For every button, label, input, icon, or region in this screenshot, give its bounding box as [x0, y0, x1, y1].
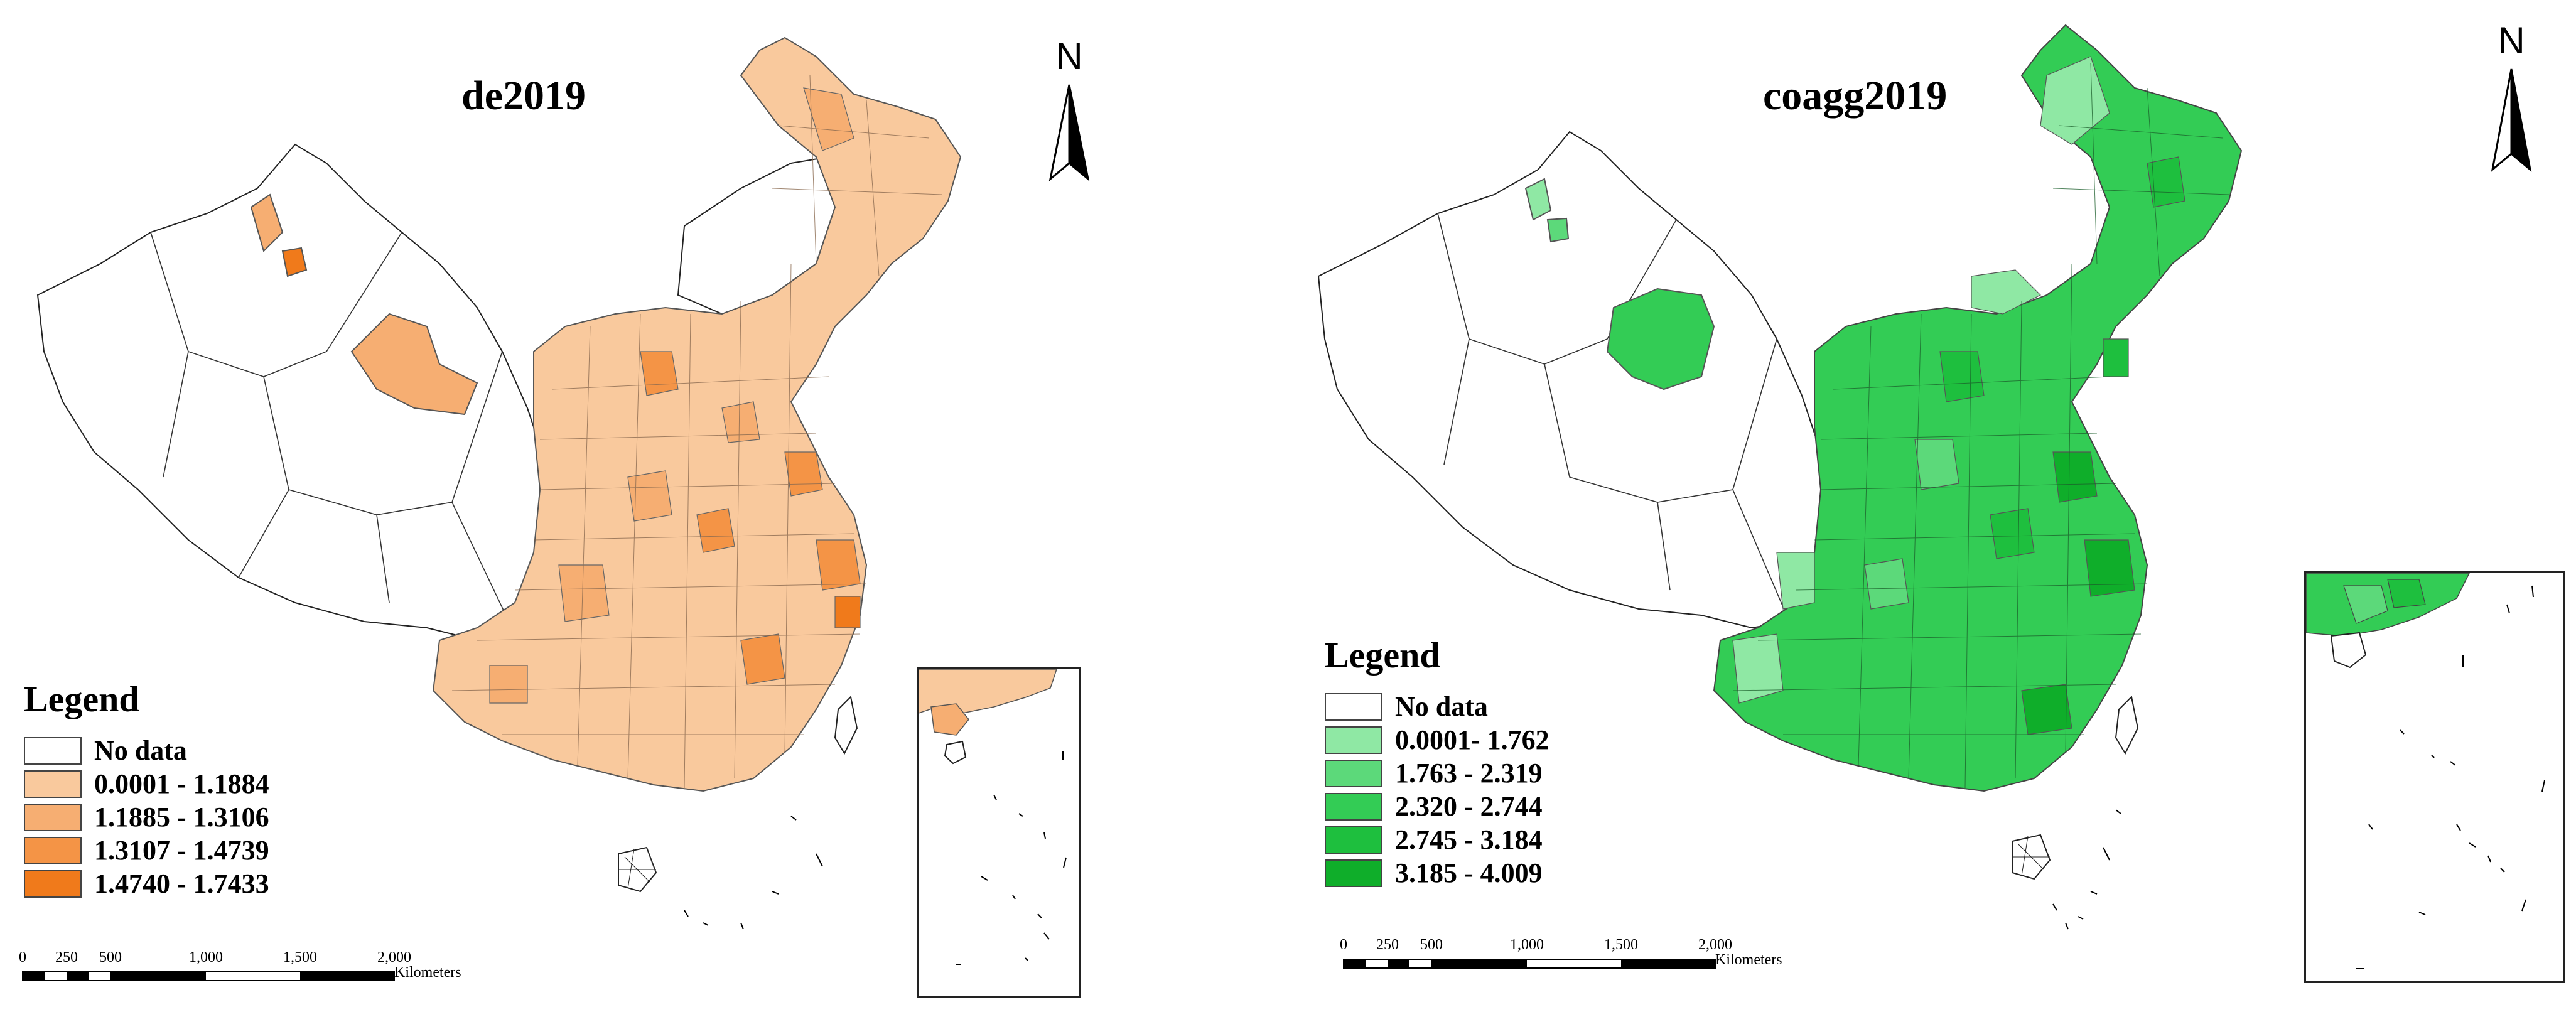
legend-title: Legend	[24, 679, 139, 719]
scale-tick: 1,000	[189, 949, 223, 966]
north-arrow-label: N	[1055, 35, 1083, 77]
legend-label: No data	[1395, 691, 1488, 722]
prefecture-borders-east	[1732, 62, 2229, 789]
legend-swatch	[1325, 692, 1382, 721]
legend-row: 1.763 - 2.319	[1325, 756, 1549, 790]
legend: Legend No data 0.0001- 1.762 1.763 - 2.3…	[1325, 634, 1549, 890]
china-map-de2019	[36, 36, 962, 930]
north-arrow-label: N	[2498, 19, 2525, 62]
scale-tick: 250	[55, 949, 78, 966]
scale-tick: 2,000	[1698, 937, 1732, 953]
region-data-xinjiang-dot	[1546, 217, 1570, 243]
scale-tick: 500	[1420, 937, 1443, 953]
region-data-gansu	[350, 313, 478, 416]
map-title: coagg2019	[1763, 73, 1948, 119]
islands	[2052, 809, 2121, 930]
prefecture-borders-east	[451, 75, 942, 789]
scale-bar: 0 250 500 1,000 1,500 2,000 Kilometers	[18, 949, 495, 1006]
hainan-borders	[618, 848, 656, 889]
map-panel-coagg2019: coagg2019 N Legend No data 0.0001- 1.762…	[1300, 0, 2576, 1012]
legend-row: 1.4740 - 1.7433	[24, 867, 269, 900]
legend-row: 0.0001- 1.762	[1325, 723, 1549, 756]
scale-bar-graphic	[22, 971, 395, 981]
map-panel-de2019: de2019 N Legend No data 0.0001 - 1.1884 …	[0, 0, 1275, 1012]
legend-swatch	[1325, 826, 1382, 854]
region-taiwan	[834, 695, 858, 755]
scale-unit: Kilometers	[1715, 952, 1782, 968]
legend-row: 3.185 - 4.009	[1325, 856, 1549, 890]
legend-swatch	[1325, 859, 1382, 887]
legend-row: No data	[24, 734, 269, 767]
legend-label: 2.745 - 3.184	[1395, 824, 1543, 855]
legend-row: 0.0001 - 1.1884	[24, 767, 269, 800]
region-no-data-west	[36, 143, 554, 642]
legend-row: 2.320 - 2.744	[1325, 790, 1549, 823]
region-data-xinjiang-north	[250, 193, 284, 252]
north-arrow: N	[1035, 35, 1104, 181]
islands	[684, 816, 823, 930]
legend-label: 1.763 - 2.319	[1395, 758, 1543, 789]
region-data-xinjiang-dot	[281, 247, 308, 277]
scale-tick: 1,500	[1604, 937, 1638, 953]
region-data-xinjiang-north	[1524, 178, 1552, 221]
legend-swatch	[1325, 726, 1382, 754]
scale-tick: 1,000	[1510, 937, 1544, 953]
province-borders-west	[1437, 213, 1790, 622]
legend-swatch	[24, 770, 82, 798]
north-arrow: N	[2477, 19, 2546, 172]
china-map-coagg2019	[1317, 24, 2243, 930]
prefecture-patches	[1732, 56, 2185, 735]
legend-label: 1.4740 - 1.7433	[94, 868, 269, 899]
inset-map	[919, 669, 1067, 965]
scale-tick: 2,000	[377, 949, 411, 966]
legend-swatch	[24, 836, 82, 864]
legend-label: No data	[94, 735, 187, 766]
scale-bar-graphic	[1343, 959, 1716, 969]
hainan-borders	[2012, 836, 2050, 876]
south-china-sea-inset	[2304, 571, 2565, 983]
legend-row: 1.1885 - 1.3106	[24, 800, 269, 834]
map-title: de2019	[461, 73, 586, 119]
prefecture-patches	[489, 87, 861, 704]
region-taiwan	[2115, 695, 2139, 755]
legend-swatch	[24, 736, 82, 765]
scale-tick: 500	[99, 949, 122, 966]
inset-map	[2306, 573, 2545, 969]
legend-label: 2.320 - 2.744	[1395, 791, 1543, 822]
scale-tick: 250	[1376, 937, 1399, 953]
legend-row: 2.745 - 3.184	[1325, 823, 1549, 856]
scale-tick: 0	[19, 949, 26, 966]
region-data-qinghai	[1606, 288, 1715, 390]
legend-swatch	[24, 869, 82, 898]
legend-swatch	[24, 803, 82, 831]
legend-label: 3.185 - 4.009	[1395, 858, 1543, 888]
north-arrow-icon	[2491, 68, 2532, 172]
legend-swatch	[1325, 792, 1382, 821]
scale-unit: Kilometers	[394, 964, 461, 981]
north-arrow-icon	[1048, 84, 1090, 181]
region-no-data-west	[1317, 131, 1828, 629]
legend-label: 1.1885 - 1.3106	[94, 802, 269, 832]
legend: Legend No data 0.0001 - 1.1884 1.1885 - …	[24, 678, 269, 900]
south-china-sea-inset	[917, 667, 1081, 998]
scale-bar: 0 250 500 1,000 1,500 2,000 Kilometers	[1339, 937, 1816, 993]
scale-tick: 1,500	[283, 949, 317, 966]
legend-label: 1.3107 - 1.4739	[94, 835, 269, 866]
scale-tick: 0	[1340, 937, 1347, 953]
legend-row: No data	[1325, 690, 1549, 723]
legend-label: 0.0001- 1.762	[1395, 724, 1549, 755]
legend-row: 1.3107 - 1.4739	[24, 834, 269, 867]
legend-label: 0.0001 - 1.1884	[94, 768, 269, 799]
legend-title: Legend	[1325, 635, 1440, 676]
legend-swatch	[1325, 759, 1382, 787]
